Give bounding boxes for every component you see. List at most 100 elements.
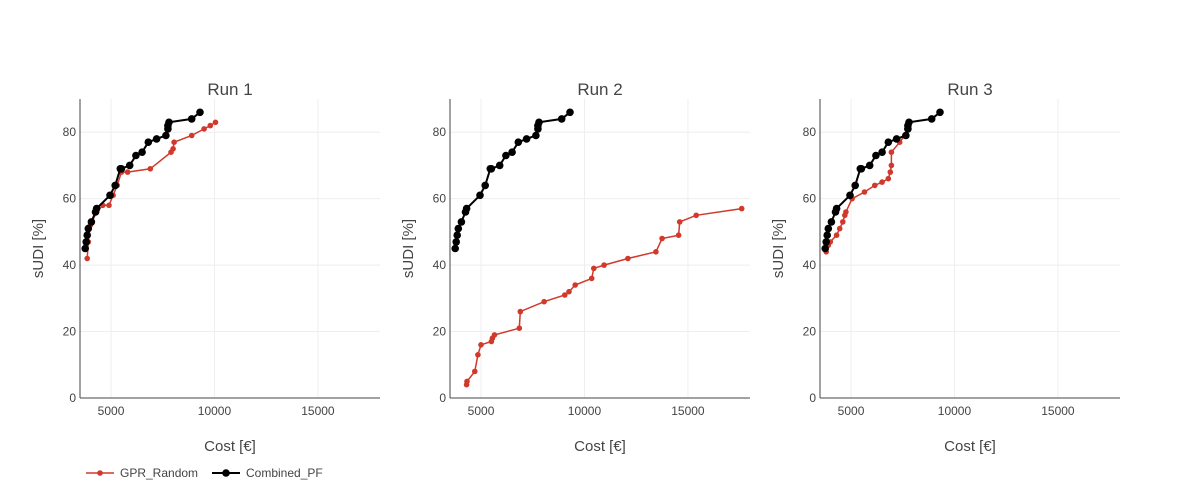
data-point[interactable]	[675, 232, 682, 238]
data-point[interactable]	[625, 255, 631, 262]
data-point[interactable]	[888, 162, 895, 169]
data-point[interactable]	[201, 126, 207, 132]
data-point[interactable]	[457, 218, 466, 226]
data-point[interactable]	[857, 165, 866, 173]
data-point[interactable]	[478, 342, 484, 348]
data-point[interactable]	[84, 255, 90, 262]
data-point[interactable]	[833, 232, 840, 238]
data-point[interactable]	[535, 118, 543, 127]
data-point[interactable]	[138, 148, 146, 156]
data-point[interactable]	[171, 139, 177, 145]
data-point[interactable]	[823, 231, 831, 239]
data-point[interactable]	[83, 231, 91, 239]
data-point[interactable]	[562, 292, 568, 298]
data-point[interactable]	[879, 179, 885, 185]
data-point[interactable]	[111, 181, 119, 190]
data-point[interactable]	[676, 219, 683, 225]
data-point[interactable]	[452, 238, 461, 246]
data-point[interactable]	[481, 181, 490, 190]
data-point[interactable]	[508, 148, 516, 156]
data-point[interactable]	[822, 238, 830, 246]
data-point[interactable]	[738, 205, 745, 212]
data-point[interactable]	[132, 151, 140, 160]
data-point[interactable]	[840, 219, 846, 225]
data-point[interactable]	[885, 175, 892, 182]
data-point[interactable]	[147, 166, 154, 172]
data-point[interactable]	[522, 135, 531, 143]
data-point[interactable]	[188, 132, 195, 139]
legend-item-combined-pf[interactable]: Combined_PF	[212, 466, 323, 480]
data-point[interactable]	[572, 282, 578, 288]
data-point[interactable]	[476, 191, 484, 200]
data-point[interactable]	[588, 275, 595, 282]
data-point[interactable]	[453, 231, 462, 239]
data-point[interactable]	[843, 209, 849, 215]
data-point[interactable]	[454, 224, 463, 233]
data-point[interactable]	[888, 149, 895, 155]
data-point[interactable]	[491, 332, 498, 338]
data-point[interactable]	[591, 265, 597, 272]
data-point[interactable]	[462, 204, 471, 213]
data-point[interactable]	[878, 148, 886, 156]
data-point[interactable]	[451, 244, 460, 253]
data-point[interactable]	[144, 138, 153, 146]
data-point[interactable]	[516, 325, 523, 332]
data-point[interactable]	[902, 131, 910, 140]
data-point[interactable]	[212, 119, 219, 126]
data-point[interactable]	[821, 244, 829, 253]
data-point[interactable]	[125, 161, 134, 170]
data-point[interactable]	[165, 118, 173, 127]
data-point[interactable]	[514, 138, 523, 146]
data-point[interactable]	[124, 169, 131, 175]
data-point[interactable]	[936, 108, 944, 117]
data-point[interactable]	[659, 235, 665, 242]
data-point[interactable]	[532, 131, 540, 140]
data-point[interactable]	[464, 378, 470, 385]
data-point[interactable]	[487, 165, 496, 173]
data-point[interactable]	[81, 244, 89, 253]
data-point[interactable]	[187, 115, 196, 123]
data-point[interactable]	[566, 108, 574, 117]
legend[interactable]: GPR_Random Combined_PF	[86, 466, 323, 480]
data-point[interactable]	[884, 138, 893, 146]
data-point[interactable]	[872, 151, 880, 160]
data-point[interactable]	[927, 115, 936, 123]
series-gpr-random	[823, 126, 910, 255]
data-point[interactable]	[475, 352, 481, 358]
data-point[interactable]	[832, 204, 841, 213]
data-point[interactable]	[117, 165, 126, 173]
data-point[interactable]	[196, 108, 204, 117]
data-point[interactable]	[872, 182, 878, 189]
data-point[interactable]	[892, 135, 901, 143]
data-point[interactable]	[92, 204, 101, 213]
data-point[interactable]	[84, 224, 93, 233]
data-point[interactable]	[106, 202, 112, 209]
data-point[interactable]	[170, 146, 176, 152]
data-point[interactable]	[566, 288, 572, 295]
data-point[interactable]	[824, 224, 833, 233]
data-point[interactable]	[887, 169, 894, 175]
data-point[interactable]	[827, 218, 836, 226]
data-point[interactable]	[106, 191, 114, 200]
data-point[interactable]	[472, 368, 478, 375]
data-point[interactable]	[162, 131, 170, 140]
data-point[interactable]	[541, 298, 547, 305]
data-point[interactable]	[836, 225, 843, 232]
data-point[interactable]	[693, 212, 699, 219]
data-point[interactable]	[905, 118, 913, 127]
data-point[interactable]	[82, 238, 90, 246]
data-point[interactable]	[152, 135, 161, 143]
data-point[interactable]	[846, 191, 854, 200]
data-point[interactable]	[495, 161, 504, 170]
data-point[interactable]	[207, 122, 214, 129]
data-point[interactable]	[517, 308, 524, 315]
data-point[interactable]	[502, 151, 510, 160]
data-point[interactable]	[601, 262, 607, 268]
data-point[interactable]	[851, 181, 859, 190]
data-point[interactable]	[653, 249, 659, 255]
data-point[interactable]	[865, 161, 874, 170]
legend-item-gpr-random[interactable]: GPR_Random	[86, 466, 198, 480]
data-point[interactable]	[861, 189, 868, 195]
data-point[interactable]	[87, 218, 96, 226]
data-point[interactable]	[557, 115, 566, 123]
